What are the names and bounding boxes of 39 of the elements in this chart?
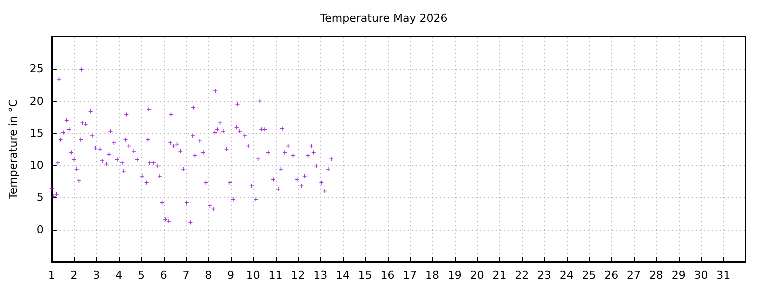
x-tick-label: 23: [537, 269, 552, 282]
x-tick-label: 9: [228, 269, 235, 282]
y-tick-label: 10: [30, 159, 44, 172]
x-tick-label: 24: [560, 269, 574, 282]
y-tick-label: 15: [30, 126, 44, 140]
x-tick-label: 3: [93, 269, 100, 282]
x-tick-label: 7: [182, 269, 190, 282]
x-tick-label: 12: [291, 269, 306, 282]
x-tick-label: 22: [515, 269, 530, 282]
x-tick-label: 26: [604, 269, 619, 282]
x-tick-label: 14: [336, 269, 350, 282]
x-tick-label: 13: [314, 269, 328, 282]
chart-title: Temperature May 2026: [319, 12, 448, 25]
x-tick-label: 19: [448, 269, 462, 282]
x-tick-label: 30: [694, 269, 708, 282]
x-tick-label: 5: [138, 269, 145, 282]
y-tick-label: 20: [30, 94, 44, 108]
x-tick-label: 28: [649, 269, 664, 282]
x-tick-label: 1: [48, 269, 56, 282]
y-tick-label: 5: [36, 191, 44, 204]
x-tick-label: 10: [246, 269, 260, 282]
x-tick-label: 25: [582, 269, 596, 282]
x-tick-label: 17: [403, 269, 418, 282]
x-tick-label: 11: [268, 269, 283, 282]
x-tick-label: 8: [205, 269, 212, 282]
y-tick-label: 0: [36, 223, 44, 236]
x-tick-label: 18: [426, 269, 440, 282]
x-tick-label: 16: [380, 269, 395, 282]
x-tick-label: 6: [160, 269, 168, 282]
x-tick-label: 4: [116, 269, 123, 282]
y-tick-label: 25: [30, 62, 44, 76]
x-tick-label: 27: [627, 269, 642, 282]
x-tick-label: 2: [70, 269, 78, 282]
x-tick-label: 31: [716, 269, 731, 282]
x-tick-label: 15: [358, 269, 372, 282]
x-tick-label: 20: [470, 269, 484, 282]
y-axis-title: Temperature in °C: [7, 99, 20, 200]
x-tick-label: 29: [672, 269, 686, 282]
x-tick-label: 21: [492, 269, 507, 282]
